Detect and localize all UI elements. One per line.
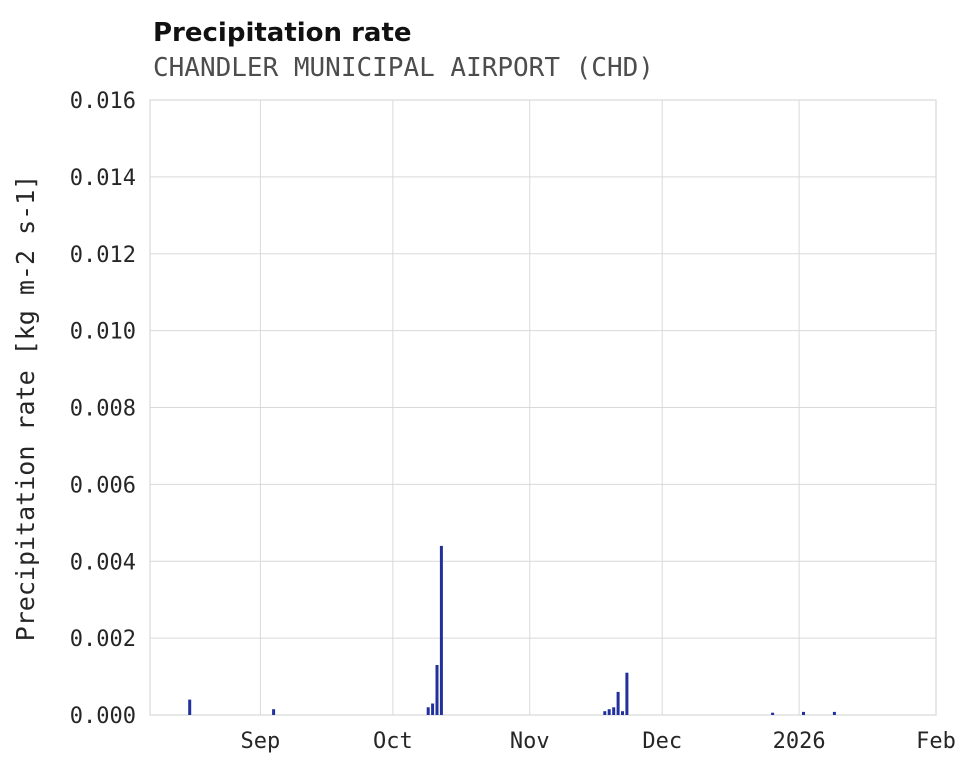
y-tick-label: 0.010 <box>70 320 136 345</box>
y-tick-label: 0.006 <box>70 473 136 498</box>
data-bar <box>612 707 616 715</box>
y-tick-label: 0.002 <box>70 627 136 652</box>
y-tick-label: 0.000 <box>70 704 136 729</box>
data-bar <box>431 703 435 715</box>
y-axis-label: Precipitation rate [kg m-2 s-1] <box>11 175 40 642</box>
x-tick-label: Feb <box>916 729 956 754</box>
chart-title: Precipitation rate <box>153 18 412 48</box>
x-tick-label: Sep <box>241 729 281 754</box>
data-bar <box>426 707 430 715</box>
plot-border <box>149 99 937 716</box>
y-tick-label: 0.008 <box>70 397 136 422</box>
x-tick-label: Oct <box>373 729 413 754</box>
data-bar <box>621 711 624 715</box>
data-bar <box>802 711 805 715</box>
chart-subtitle: CHANDLER MUNICIPAL AIRPORT (CHD) <box>153 53 654 83</box>
data-bar <box>625 672 629 715</box>
data-bar <box>603 711 607 715</box>
gridlines <box>149 99 937 716</box>
x-tick-label: Dec <box>642 729 682 754</box>
data-bar <box>616 691 620 715</box>
y-tick-label: 0.004 <box>70 550 136 575</box>
y-tick-label: 0.016 <box>70 89 136 114</box>
data-bar <box>272 709 276 715</box>
data-bar <box>607 709 611 715</box>
data-bar <box>439 545 443 715</box>
data-bar <box>188 699 192 715</box>
precipitation-series <box>188 545 836 715</box>
axis-ticks: 0.000 0.002 0.004 0.006 0.008 0.010 0.012 0.014… <box>70 89 956 754</box>
data-bar <box>435 665 439 715</box>
y-tick-label: 0.012 <box>70 243 136 268</box>
data-bar <box>832 711 836 715</box>
x-tick-label: Nov <box>510 729 550 754</box>
x-tick-label: 2026 <box>773 729 826 754</box>
y-tick-label: 0.014 <box>70 166 136 191</box>
data-bar <box>771 712 775 715</box>
